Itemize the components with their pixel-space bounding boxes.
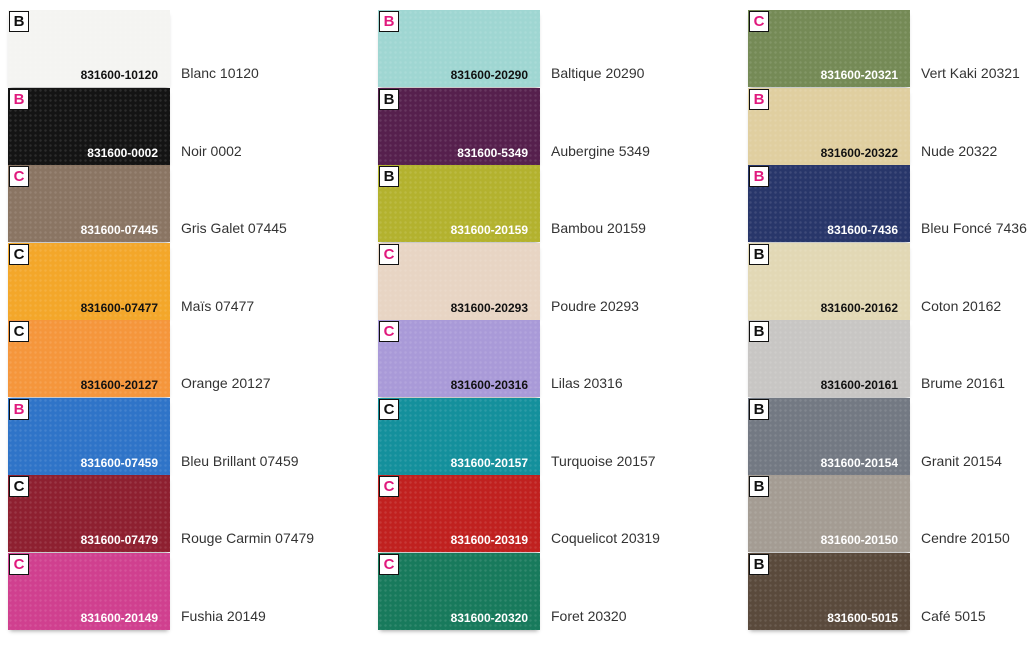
badge: C bbox=[9, 243, 29, 265]
badge: B bbox=[749, 476, 769, 497]
swatch: C 831600-07445 bbox=[8, 165, 170, 242]
swatch-name: Café 5015 bbox=[921, 607, 986, 624]
swatch: C 831600-20157 bbox=[378, 397, 540, 475]
swatch: C 831600-20127 bbox=[8, 320, 170, 397]
swatch-code: 831600-20154 bbox=[820, 455, 898, 470]
swatch-code: 831600-10120 bbox=[80, 68, 158, 82]
swatch-code: 831600-07445 bbox=[80, 223, 158, 237]
swatch-name: Bambou 20159 bbox=[551, 220, 646, 236]
badge: B bbox=[749, 88, 769, 110]
swatch: C 831600-20319 bbox=[378, 475, 540, 552]
badge: C bbox=[9, 166, 29, 187]
swatch-name: Fushia 20149 bbox=[181, 607, 266, 624]
swatch-name: Noir 0002 bbox=[181, 142, 242, 159]
swatch-code: 831600-5015 bbox=[827, 610, 898, 625]
swatch: B 831600-20154 bbox=[748, 397, 910, 475]
badge: C bbox=[9, 476, 29, 497]
swatch-code: 831600-20127 bbox=[80, 378, 158, 392]
badge: C bbox=[379, 398, 399, 420]
swatch-code: 831600-20321 bbox=[820, 68, 898, 82]
swatch: B 831600-20290 bbox=[378, 10, 540, 87]
badge: C bbox=[9, 553, 29, 575]
swatch-name: Lilas 20316 bbox=[551, 375, 623, 391]
swatch-code: 831600-07479 bbox=[80, 533, 158, 547]
badge: C bbox=[379, 476, 399, 497]
swatch: B 831600-20159 bbox=[378, 165, 540, 242]
swatch: B 831600-20161 bbox=[748, 320, 910, 397]
badge: B bbox=[379, 11, 399, 32]
swatch-code: 831600-20161 bbox=[820, 378, 898, 392]
swatch-name: Coton 20162 bbox=[921, 297, 1002, 314]
swatch: B 831600-0002 bbox=[8, 87, 170, 165]
swatch: B 831600-07459 bbox=[8, 397, 170, 475]
swatch: C 831600-20321 bbox=[748, 10, 910, 87]
swatch-code: 831600-20319 bbox=[450, 533, 528, 547]
swatch: B 831600-5015 bbox=[748, 552, 910, 630]
swatch-code: 831600-07459 bbox=[80, 455, 158, 470]
badge: B bbox=[749, 166, 769, 187]
swatch-code: 831600-20293 bbox=[450, 300, 528, 315]
swatch-code: 831600-20320 bbox=[450, 610, 528, 625]
badge: B bbox=[379, 88, 399, 110]
badge: B bbox=[9, 398, 29, 420]
swatch-name: Gris Galet 07445 bbox=[181, 220, 287, 236]
swatch-code: 831600-20322 bbox=[820, 145, 898, 160]
swatch-name: Maïs 07477 bbox=[181, 297, 255, 314]
swatch: B 831600-20150 bbox=[748, 475, 910, 552]
swatch-code: 831600-20157 bbox=[450, 455, 528, 470]
swatch-code: 831600-0002 bbox=[87, 145, 158, 160]
swatch-name: Baltique 20290 bbox=[551, 65, 645, 81]
swatch: B 831600-5349 bbox=[378, 87, 540, 165]
swatch-code: 831600-20149 bbox=[80, 610, 158, 625]
swatch-name: Coquelicot 20319 bbox=[551, 530, 660, 546]
badge: B bbox=[9, 88, 29, 110]
swatch-name: Vert Kaki 20321 bbox=[921, 65, 1020, 81]
badge: C bbox=[9, 321, 29, 342]
swatch-code: 831600-7436 bbox=[827, 223, 898, 237]
swatch-code: 831600-20316 bbox=[450, 378, 528, 392]
badge: B bbox=[749, 553, 769, 575]
swatch-name: Cendre 20150 bbox=[921, 530, 1010, 546]
swatch-name: Bleu Brillant 07459 bbox=[181, 452, 299, 469]
badge: B bbox=[379, 166, 399, 187]
badge: B bbox=[9, 11, 29, 32]
swatch-code: 831600-20150 bbox=[820, 533, 898, 547]
swatch: C 831600-20316 bbox=[378, 320, 540, 397]
swatch-name: Orange 20127 bbox=[181, 375, 271, 391]
badge: C bbox=[379, 553, 399, 575]
swatch: B 831600-20162 bbox=[748, 242, 910, 320]
swatch-name: Granit 20154 bbox=[921, 452, 1002, 469]
badge: B bbox=[749, 398, 769, 420]
swatch: C 831600-07479 bbox=[8, 475, 170, 552]
swatch-name: Blanc 10120 bbox=[181, 65, 259, 81]
swatch-name: Poudre 20293 bbox=[551, 297, 639, 314]
swatch: C 831600-20149 bbox=[8, 552, 170, 630]
swatch-name: Brume 20161 bbox=[921, 375, 1006, 391]
badge: C bbox=[379, 243, 399, 265]
swatch-name: Bleu Foncé 7436 bbox=[921, 220, 1027, 236]
swatch-code: 831600-07477 bbox=[80, 300, 158, 315]
badge: B bbox=[749, 321, 769, 342]
swatch: C 831600-20293 bbox=[378, 242, 540, 320]
swatch-name: Turquoise 20157 bbox=[551, 452, 656, 469]
badge: C bbox=[379, 321, 399, 342]
swatch-code: 831600-20159 bbox=[450, 223, 528, 237]
swatch: C 831600-07477 bbox=[8, 242, 170, 320]
swatch-code: 831600-20162 bbox=[820, 300, 898, 315]
swatch-code: 831600-5349 bbox=[457, 145, 528, 160]
swatch: B 831600-20322 bbox=[748, 87, 910, 165]
swatch: B 831600-10120 bbox=[8, 10, 170, 87]
swatch: C 831600-20320 bbox=[378, 552, 540, 630]
badge: B bbox=[749, 243, 769, 265]
swatch: B 831600-7436 bbox=[748, 165, 910, 242]
badge: C bbox=[749, 11, 769, 32]
swatch-name: Foret 20320 bbox=[551, 607, 627, 624]
swatch-name: Rouge Carmin 07479 bbox=[181, 530, 315, 546]
swatch-name: Aubergine 5349 bbox=[551, 142, 650, 159]
swatch-name: Nude 20322 bbox=[921, 142, 998, 159]
swatch-code: 831600-20290 bbox=[450, 68, 528, 82]
